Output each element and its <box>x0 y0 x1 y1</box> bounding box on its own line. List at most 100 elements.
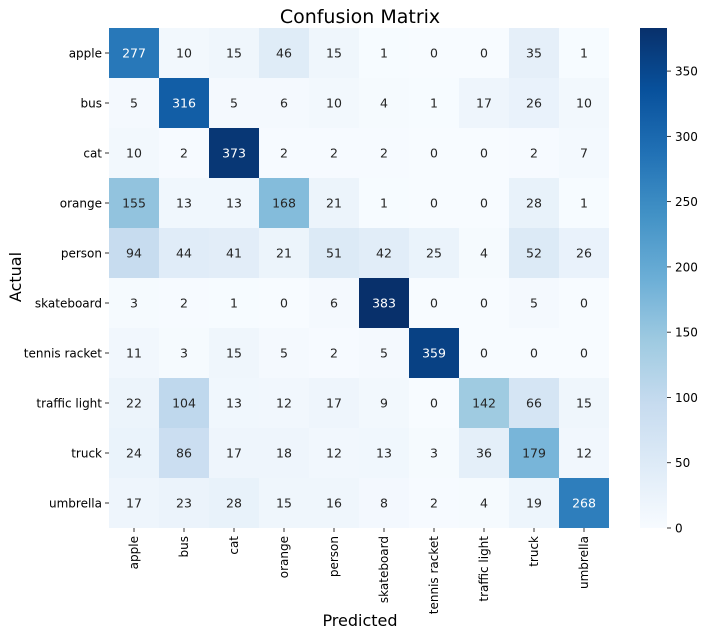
heatmap-cell-traffic-light-orange <box>259 378 309 428</box>
cell-value-label: 23 <box>176 496 192 511</box>
heatmap-cell-bus-orange <box>259 78 309 128</box>
heatmap-cell-apple-cat <box>209 28 259 78</box>
heatmap-cell-orange-cat <box>209 178 259 228</box>
cell-value-label: 17 <box>326 396 342 411</box>
cell-value-label: 277 <box>122 46 146 61</box>
heatmap-cell-skateboard-cat <box>209 278 259 328</box>
heatmap-cell-apple-umbrella <box>559 28 609 78</box>
heatmap-cell-apple-tennis-racket <box>409 28 459 78</box>
heatmap-cell-truck-apple <box>109 428 159 478</box>
heatmap-cell-orange-apple <box>109 178 159 228</box>
x-tick-label-traffic-light: traffic light <box>477 536 491 602</box>
heatmap-cell-cat-apple <box>109 128 159 178</box>
cell-value-label: 0 <box>430 146 438 161</box>
colorbar <box>640 28 667 528</box>
x-tick-labels: apple bus cat orange person skateboard tennis … <box>127 528 591 614</box>
heatmap-cell-person-cat <box>209 228 259 278</box>
heatmap-cell-umbrella-umbrella <box>559 478 609 528</box>
y-tick-label-apple: apple <box>69 47 102 61</box>
heatmap-cell-bus-apple <box>109 78 159 128</box>
heatmap-cell-umbrella-orange <box>259 478 309 528</box>
colorbar-tick-label: 150 <box>675 326 698 340</box>
heatmap-cell-truck-truck <box>509 428 559 478</box>
heatmap-cell-traffic-light-umbrella <box>559 378 609 428</box>
heatmap-cell-traffic-light-bus <box>159 378 209 428</box>
heatmap-cell-apple-skateboard <box>359 28 409 78</box>
cell-value-label: 0 <box>430 396 438 411</box>
cell-value-label: 51 <box>326 246 342 261</box>
cell-value-label: 10 <box>126 146 142 161</box>
heatmap-cell-truck-umbrella <box>559 428 609 478</box>
cell-value-label: 1 <box>230 296 238 311</box>
cell-value-label: 25 <box>426 246 442 261</box>
cell-value-label: 94 <box>126 246 142 261</box>
cell-value-label: 13 <box>226 396 242 411</box>
cell-value-label: 10 <box>576 96 592 111</box>
cell-value-label: 3 <box>130 296 138 311</box>
heatmap-cell-apple-orange <box>259 28 309 78</box>
cell-value-label: 0 <box>430 46 438 61</box>
heatmap-cell-person-orange <box>259 228 309 278</box>
cell-value-label: 4 <box>380 96 388 111</box>
cell-value-label: 6 <box>280 96 288 111</box>
heatmap-cell-skateboard-traffic-light <box>459 278 509 328</box>
cell-value-label: 12 <box>276 396 292 411</box>
heatmap-cell-tennis-racket-truck <box>509 328 559 378</box>
x-tick-label-orange: orange <box>277 536 291 578</box>
cell-value-label: 6 <box>330 296 338 311</box>
cell-value-label: 2 <box>280 146 288 161</box>
heatmap-cell-skateboard-truck <box>509 278 559 328</box>
heatmap-cell-umbrella-apple <box>109 478 159 528</box>
x-tick-label-cat: cat <box>227 536 241 555</box>
heatmap-cell-skateboard-orange <box>259 278 309 328</box>
heatmap-cell-skateboard-apple <box>109 278 159 328</box>
cell-value-label: 5 <box>130 96 138 111</box>
cell-value-label: 86 <box>176 446 192 461</box>
heatmap-cell-orange-traffic-light <box>459 178 509 228</box>
heatmap-cell-orange-skateboard <box>359 178 409 228</box>
heatmap-cell-tennis-racket-bus <box>159 328 209 378</box>
heatmap-cell-umbrella-cat <box>209 478 259 528</box>
heatmap-cell-traffic-light-cat <box>209 378 259 428</box>
y-tick-label-cat: cat <box>83 147 102 161</box>
heatmap-cell-tennis-racket-tennis-racket <box>409 328 459 378</box>
cell-value-label: 16 <box>326 496 342 511</box>
cell-value-label: 7 <box>580 146 588 161</box>
cell-value-label: 36 <box>476 446 492 461</box>
cell-value-label: 52 <box>526 246 542 261</box>
heatmap-cell-bus-traffic-light <box>459 78 509 128</box>
heatmap-cell-person-truck <box>509 228 559 278</box>
cell-value-label: 46 <box>276 46 292 61</box>
heatmap-cell-umbrella-truck <box>509 478 559 528</box>
heatmap-cell-umbrella-person <box>309 478 359 528</box>
x-tick-label-truck: truck <box>527 536 541 567</box>
cell-value-label: 2 <box>180 296 188 311</box>
heatmap-cell-cat-person <box>309 128 359 178</box>
cell-value-label: 1 <box>380 196 388 211</box>
heatmap-cell-bus-bus <box>159 78 209 128</box>
cell-value-label: 168 <box>272 196 296 211</box>
heatmap-cell-person-traffic-light <box>459 228 509 278</box>
cell-value-label: 10 <box>176 46 192 61</box>
y-tick-labels: apple bus cat orange person skateboard tennis … <box>24 47 109 511</box>
heatmap-cell-apple-traffic-light <box>459 28 509 78</box>
cell-value-label: 0 <box>580 346 588 361</box>
heatmap-cell-orange-bus <box>159 178 209 228</box>
heatmap-cell-bus-cat <box>209 78 259 128</box>
heatmap-cell-cat-bus <box>159 128 209 178</box>
heatmap-cell-tennis-racket-cat <box>209 328 259 378</box>
heatmap-cell-traffic-light-truck <box>509 378 559 428</box>
heatmap-cell-traffic-light-skateboard <box>359 378 409 428</box>
heatmap-cell-tennis-racket-orange <box>259 328 309 378</box>
cell-value-label: 373 <box>222 146 246 161</box>
cell-value-label: 26 <box>576 246 592 261</box>
heatmap-cell-truck-skateboard <box>359 428 409 478</box>
colorbar-tick-label: 300 <box>675 130 698 144</box>
x-tick-label-skateboard: skateboard <box>377 536 391 603</box>
cell-value-label: 0 <box>280 296 288 311</box>
cell-value-label: 24 <box>126 446 142 461</box>
heatmap-cell-skateboard-umbrella <box>559 278 609 328</box>
cell-value-label: 155 <box>122 196 146 211</box>
cell-value-label: 316 <box>172 96 196 111</box>
y-tick-label-orange: orange <box>60 197 102 211</box>
